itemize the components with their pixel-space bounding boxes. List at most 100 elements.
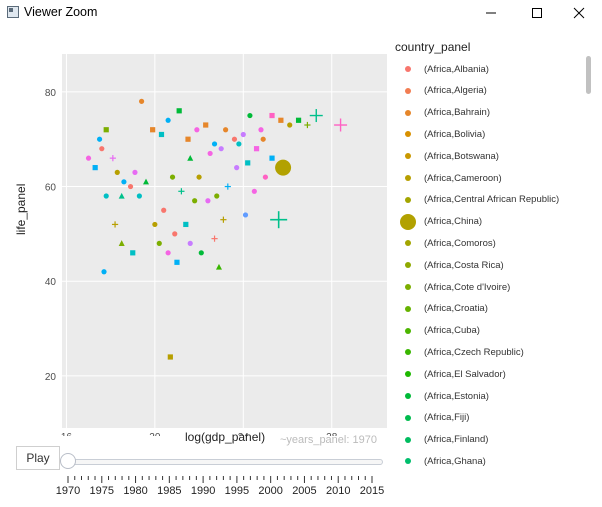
data-point[interactable] bbox=[99, 146, 105, 152]
data-point[interactable] bbox=[258, 127, 264, 133]
data-point[interactable] bbox=[196, 174, 202, 180]
data-point[interactable] bbox=[260, 136, 266, 142]
data-point[interactable] bbox=[127, 183, 134, 190]
data-point[interactable] bbox=[242, 212, 249, 218]
play-button[interactable]: Play bbox=[16, 446, 60, 470]
data-point[interactable] bbox=[223, 127, 229, 133]
data-point[interactable] bbox=[103, 193, 109, 199]
data-point[interactable] bbox=[101, 269, 107, 275]
data-point[interactable] bbox=[231, 136, 238, 142]
data-point[interactable] bbox=[118, 192, 125, 199]
data-point[interactable] bbox=[187, 154, 194, 161]
data-point[interactable] bbox=[251, 188, 257, 194]
data-point[interactable] bbox=[220, 216, 227, 223]
data-point[interactable] bbox=[169, 174, 176, 180]
legend-scrollbar[interactable] bbox=[586, 56, 591, 94]
data-point[interactable] bbox=[174, 259, 180, 265]
data-point[interactable] bbox=[211, 235, 218, 242]
data-point[interactable] bbox=[183, 221, 189, 228]
data-point[interactable] bbox=[214, 193, 220, 199]
data-point[interactable] bbox=[224, 183, 231, 190]
legend-item[interactable]: (Africa,El Salvador) bbox=[395, 363, 595, 385]
data-point[interactable] bbox=[185, 136, 191, 142]
data-point[interactable] bbox=[287, 122, 293, 128]
data-point[interactable] bbox=[143, 178, 150, 185]
data-point[interactable] bbox=[269, 112, 275, 119]
legend-item[interactable]: (Africa,Estonia) bbox=[395, 385, 595, 407]
data-point[interactable] bbox=[165, 250, 171, 256]
data-point[interactable] bbox=[118, 240, 125, 246]
data-point[interactable] bbox=[138, 98, 145, 104]
legend-item[interactable]: (Africa,China) bbox=[395, 211, 595, 233]
data-point[interactable] bbox=[109, 155, 116, 162]
data-point[interactable] bbox=[234, 165, 240, 171]
data-point[interactable] bbox=[198, 250, 204, 256]
legend-item[interactable]: (Africa,Algeria) bbox=[395, 80, 595, 102]
legend-item[interactable]: (Africa,Bahrain) bbox=[395, 102, 595, 124]
data-point[interactable] bbox=[334, 118, 348, 132]
legend-item[interactable]: (Africa,Comoros) bbox=[395, 232, 595, 254]
data-point[interactable] bbox=[215, 263, 222, 270]
data-point[interactable] bbox=[85, 155, 92, 161]
data-point[interactable] bbox=[136, 193, 142, 199]
data-point[interactable] bbox=[178, 188, 185, 195]
data-point[interactable] bbox=[262, 174, 269, 180]
data-point[interactable] bbox=[132, 169, 138, 175]
legend-item[interactable]: (Africa,Croatia) bbox=[395, 298, 595, 320]
data-point[interactable] bbox=[218, 146, 224, 152]
data-point[interactable] bbox=[152, 221, 158, 228]
scatter-plot[interactable]: 20 40 60 80 16 20 24 28 bbox=[0, 26, 390, 436]
data-point[interactable] bbox=[207, 150, 213, 157]
data-point[interactable] bbox=[121, 179, 127, 185]
legend-item[interactable]: (Africa,Central African Republic) bbox=[395, 189, 595, 211]
data-point[interactable] bbox=[240, 131, 246, 138]
legend-item[interactable]: (Africa,Finland) bbox=[395, 429, 595, 451]
data-point[interactable] bbox=[275, 159, 292, 176]
data-point[interactable] bbox=[187, 240, 193, 246]
year-slider-handle[interactable] bbox=[60, 453, 76, 469]
data-point[interactable] bbox=[172, 231, 178, 237]
data-point[interactable] bbox=[247, 112, 253, 119]
data-point[interactable] bbox=[304, 121, 311, 129]
data-point[interactable] bbox=[165, 117, 171, 123]
legend-item[interactable]: (Africa,Ghana) bbox=[395, 450, 595, 472]
data-point[interactable] bbox=[150, 127, 156, 133]
legend-item[interactable]: (Africa,Czech Republic) bbox=[395, 341, 595, 363]
legend-item[interactable]: (Africa,Cameroon) bbox=[395, 167, 595, 189]
maximize-button[interactable] bbox=[514, 0, 560, 26]
legend-item[interactable]: (Africa,Botswana) bbox=[395, 145, 595, 167]
data-point[interactable] bbox=[245, 160, 251, 166]
data-point[interactable] bbox=[114, 169, 120, 175]
data-point[interactable] bbox=[92, 165, 98, 171]
year-slider-track[interactable] bbox=[65, 459, 383, 465]
data-point[interactable] bbox=[205, 198, 211, 204]
legend-item[interactable]: (Africa,Costa Rica) bbox=[395, 254, 595, 276]
data-point[interactable] bbox=[161, 207, 167, 213]
data-point[interactable] bbox=[236, 141, 242, 147]
data-point[interactable] bbox=[192, 198, 198, 204]
data-point[interactable] bbox=[203, 122, 209, 128]
data-point[interactable] bbox=[309, 109, 323, 123]
close-button[interactable] bbox=[556, 0, 602, 26]
data-point[interactable] bbox=[194, 127, 200, 133]
data-point[interactable] bbox=[270, 211, 288, 229]
data-point[interactable] bbox=[158, 131, 165, 138]
legend-item[interactable]: (Africa,Albania) bbox=[395, 58, 595, 80]
data-point[interactable] bbox=[253, 146, 260, 152]
data-point[interactable] bbox=[96, 136, 103, 142]
minimize-button[interactable] bbox=[468, 0, 514, 26]
data-point[interactable] bbox=[278, 117, 284, 123]
legend-item[interactable]: (Africa,Bolivia) bbox=[395, 123, 595, 145]
data-point[interactable] bbox=[269, 155, 275, 161]
data-point[interactable] bbox=[295, 117, 302, 123]
legend-item[interactable]: (Africa,Fiji) bbox=[395, 407, 595, 429]
data-point[interactable] bbox=[103, 127, 109, 133]
data-point[interactable] bbox=[156, 240, 162, 246]
data-point[interactable] bbox=[176, 108, 182, 114]
legend-item[interactable]: (Africa,Cote d'Ivoire) bbox=[395, 276, 595, 298]
data-point[interactable] bbox=[111, 221, 119, 228]
legend-item[interactable]: (Africa,Cuba) bbox=[395, 320, 595, 342]
data-point[interactable] bbox=[211, 141, 218, 147]
data-point[interactable] bbox=[130, 250, 136, 256]
data-point[interactable] bbox=[167, 354, 173, 360]
